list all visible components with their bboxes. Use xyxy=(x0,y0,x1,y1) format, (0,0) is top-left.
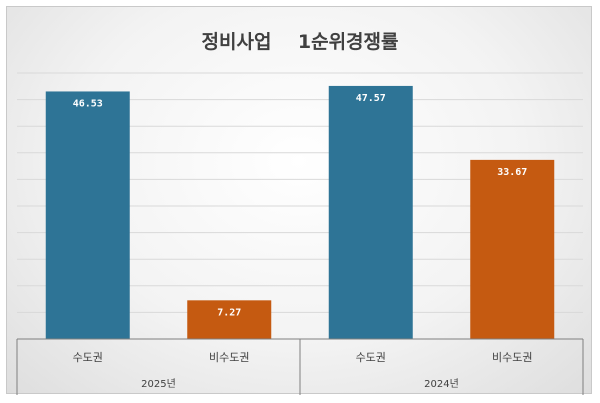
data-label: 33.67 xyxy=(497,167,527,178)
data-label: 46.53 xyxy=(73,98,103,109)
bar-chart: 46.53 수도권 7.27 비수도권 2025년 47.57 수도권 33.67 비수도권 20… xyxy=(16,72,584,395)
x-tick-label: 수도권 xyxy=(356,351,386,364)
data-label: 47.57 xyxy=(356,93,386,104)
chart-title: 정비사업 1순위경쟁률 xyxy=(201,31,399,53)
group-label: 2025년 xyxy=(141,378,176,390)
group-label: 2024년 xyxy=(424,378,459,390)
data-label: 7.27 xyxy=(217,307,241,318)
bar xyxy=(328,85,413,339)
bar xyxy=(45,91,130,339)
chart-frame: 정비사업 1순위경쟁률 46.53 수도권 7.27 비수도권 2025년 47.57 수도… xyxy=(6,6,592,395)
x-tick-label: 비수도권 xyxy=(492,351,532,364)
bar xyxy=(470,159,555,339)
x-tick-label: 비수도권 xyxy=(209,351,249,364)
bar xyxy=(187,300,272,339)
x-tick-label: 수도권 xyxy=(73,351,103,364)
